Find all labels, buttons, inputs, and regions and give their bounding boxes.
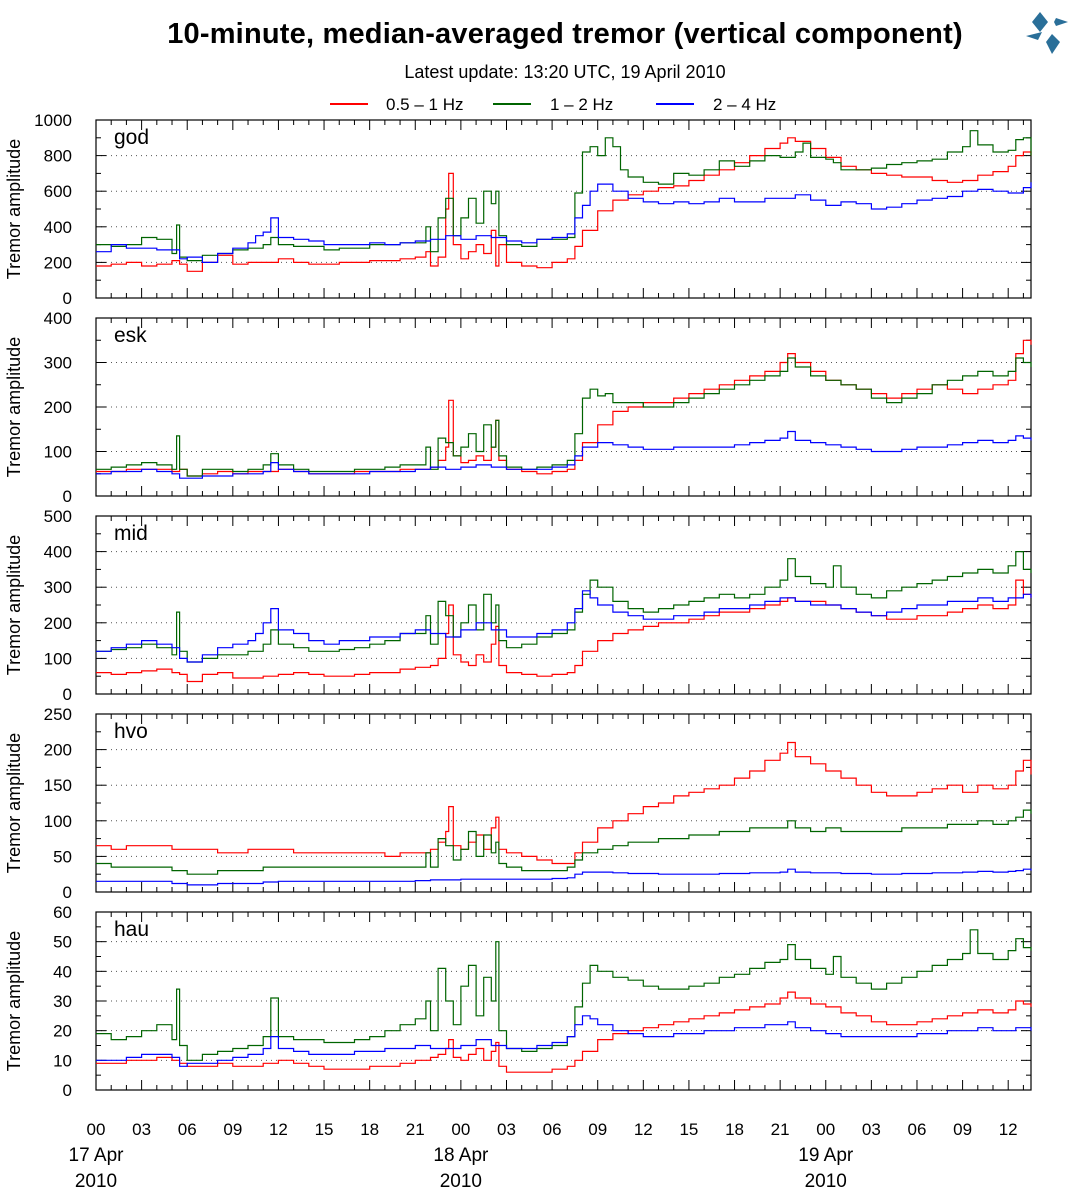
series-line-hau-3 [96,1015,1032,1067]
series-line-god-1 [96,137,1032,272]
chart-subtitle: Latest update: 13:20 UTC, 19 April 2010 [404,62,726,82]
series-line-god-3 [96,182,1032,263]
x-date-label: 17 Apr [69,1145,125,1166]
imo-logo-icon [1026,12,1068,54]
x-tick-label: 06 [178,1120,197,1139]
y-tick-label: 0 [63,487,72,506]
x-tick-label: 09 [588,1120,607,1139]
panel-frame-god [95,119,1032,299]
y-tick-label: 60 [53,903,72,922]
y-tick-label: 400 [44,543,72,562]
x-tick-label: 21 [771,1120,790,1139]
series-line-hvo-2 [96,809,1032,875]
y-tick-label: 10 [53,1051,72,1070]
y-tick-label: 200 [44,614,72,633]
y-tick-label: 400 [44,309,72,328]
series-line-hau-1 [96,991,1032,1073]
series-line-mid-2 [96,551,1032,663]
y-tick-label: 50 [53,933,72,952]
y-tick-label: 600 [44,182,72,201]
x-tick-label: 06 [543,1120,562,1139]
x-tick-label: 12 [999,1120,1018,1139]
x-date-label: 19 Apr [798,1145,854,1166]
x-tick-label: 21 [406,1120,425,1139]
y-tick-label: 100 [44,812,72,831]
station-label-mid: mid [114,522,148,545]
series-line-mid-1 [96,579,1032,683]
y-tick-label: 200 [44,253,72,272]
y-axis-label: Tremor amplitude [4,337,24,477]
x-tick-label: 15 [679,1120,698,1139]
y-axis-label: Tremor amplitude [4,931,24,1071]
legend-label-2: 1 – 2 Hz [550,95,613,114]
x-tick-label: 12 [634,1120,653,1139]
y-tick-label: 150 [44,776,72,795]
y-axis-label: Tremor amplitude [4,139,24,279]
y-tick-label: 500 [44,507,72,526]
series-line-hvo-3 [96,868,1032,886]
y-tick-label: 30 [53,992,72,1011]
y-tick-label: 50 [53,847,72,866]
x-year-label: 2010 [75,1171,117,1192]
legend-label-1: 0.5 – 1 Hz [386,95,464,114]
x-tick-label: 00 [816,1120,835,1139]
station-label-god: god [114,126,149,149]
y-tick-label: 0 [63,289,72,308]
y-tick-label: 250 [44,705,72,724]
x-tick-label: 12 [269,1120,288,1139]
x-year-label: 2010 [440,1171,482,1192]
panel-frame-hvo [95,713,1032,893]
y-tick-label: 100 [44,443,72,462]
x-tick-label: 18 [725,1120,744,1139]
y-tick-label: 300 [44,354,72,373]
y-tick-label: 20 [53,1022,72,1041]
x-tick-label: 06 [908,1120,927,1139]
x-tick-label: 00 [451,1120,470,1139]
legend-label-3: 2 – 4 Hz [713,95,776,114]
x-tick-label: 00 [87,1120,106,1139]
series-line-mid-3 [96,590,1032,663]
y-tick-label: 0 [63,1081,72,1100]
y-tick-label: 1000 [34,111,72,130]
y-tick-label: 0 [63,883,72,902]
x-year-label: 2010 [805,1171,847,1192]
series-line-god-2 [96,130,1032,262]
x-tick-label: 15 [315,1120,334,1139]
y-tick-label: 40 [53,962,72,981]
y-tick-label: 200 [44,398,72,417]
x-tick-label: 09 [953,1120,972,1139]
series-line-esk-1 [96,339,1032,477]
series-line-hvo-1 [96,741,1032,865]
series-line-esk-2 [96,357,1032,477]
y-tick-label: 100 [44,649,72,668]
y-tick-label: 0 [63,685,72,704]
y-axis-label: Tremor amplitude [4,733,24,873]
series-line-esk-3 [96,430,1032,479]
x-date-label: 18 Apr [433,1145,489,1166]
series-line-hau-2 [96,929,1032,1061]
x-tick-label: 03 [862,1120,881,1139]
y-tick-label: 200 [44,741,72,760]
x-tick-label: 09 [223,1120,242,1139]
station-label-hau: hau [114,918,149,941]
y-tick-label: 800 [44,147,72,166]
station-label-hvo: hvo [114,720,148,743]
panel-frame-mid [95,515,1032,695]
x-tick-label: 18 [360,1120,379,1139]
y-tick-label: 300 [44,578,72,597]
y-axis-label: Tremor amplitude [4,535,24,675]
station-label-esk: esk [114,324,147,347]
x-tick-label: 03 [497,1120,516,1139]
chart-title: 10-minute, median-averaged tremor (verti… [167,18,963,50]
y-tick-label: 400 [44,218,72,237]
x-tick-label: 03 [132,1120,151,1139]
